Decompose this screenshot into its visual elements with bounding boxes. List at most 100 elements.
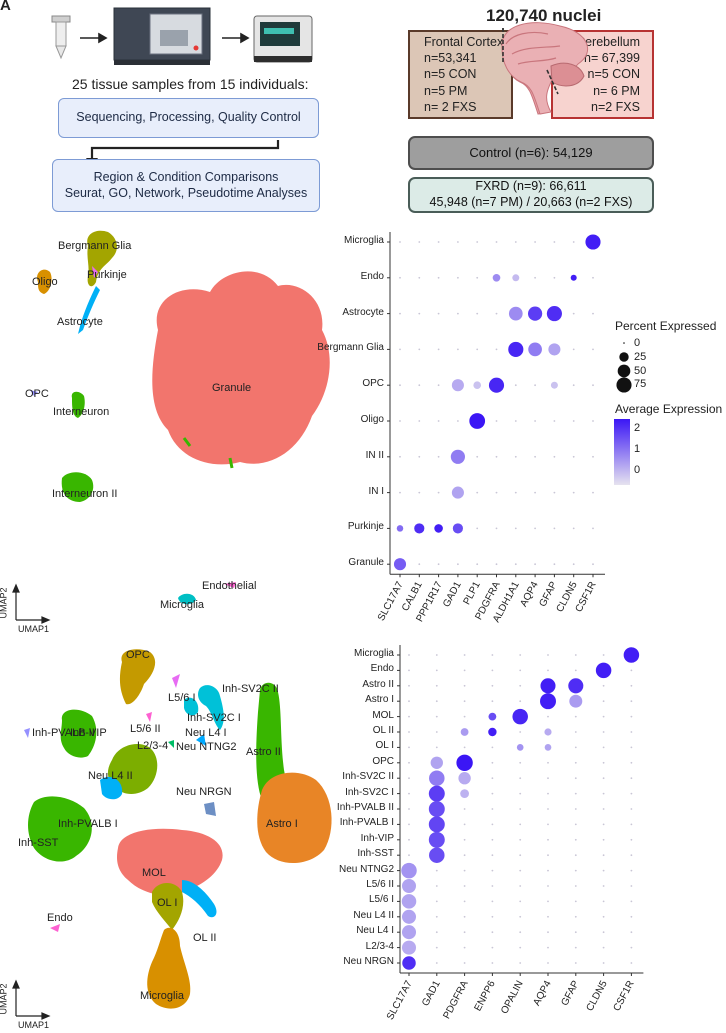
dotplot-row-label: Inh-SV2C II <box>342 771 394 783</box>
dot-background <box>491 669 494 672</box>
step-comparisons-line2: Seurat, GO, Network, Pseudotime Analyses <box>64 185 308 200</box>
legend-pct-0: 0 <box>634 337 641 349</box>
dot-background <box>630 792 633 795</box>
dot-mol-opalin <box>512 708 528 725</box>
dot-background <box>408 761 410 764</box>
cluster-astro-ii <box>256 682 286 805</box>
dot-microglia-csf1r <box>623 647 640 663</box>
dot-background <box>519 946 522 949</box>
umap-b-label: Inh-PVALB I <box>58 818 118 830</box>
umap-b-label: Inh-SV2C II <box>222 683 279 695</box>
dot-background <box>418 491 421 494</box>
umap-b-label: OL II <box>193 932 217 944</box>
legend-size-dot <box>617 364 631 378</box>
dot-background <box>491 654 494 656</box>
cluster-neu-l4-i <box>196 734 206 746</box>
dot-background <box>495 455 498 458</box>
dot-background <box>514 241 517 243</box>
dot-background <box>491 777 494 780</box>
dot-opc-plp1 <box>473 381 482 390</box>
cluster-endothelial <box>224 582 236 588</box>
umap-bottom-axis-x: UMAP1 <box>18 1020 50 1030</box>
dot-background <box>491 792 494 795</box>
umap-b-label: OL I <box>157 897 178 909</box>
dot-background <box>491 746 494 749</box>
dot-background <box>602 854 605 857</box>
dot-background <box>437 348 440 351</box>
dot-background <box>399 312 401 315</box>
dotplot-row-label: Inh-SST <box>357 848 394 860</box>
dot-background <box>547 838 549 841</box>
dot-background <box>408 715 410 718</box>
dot-background <box>463 915 466 918</box>
cluster-granule <box>152 271 330 465</box>
dot-background <box>592 420 594 422</box>
sequencer-icon <box>253 15 313 63</box>
dot-background <box>463 823 466 826</box>
dot-background <box>435 654 438 656</box>
dot-astro-ii-aqp4 <box>540 678 556 694</box>
dot-background <box>495 491 498 494</box>
dot-l5-6-ii-slc17a7 <box>401 878 417 894</box>
dot-background <box>547 931 549 934</box>
dot-background <box>572 312 575 315</box>
dot-background <box>495 563 498 566</box>
umap-label-oligo: Oligo <box>32 276 58 288</box>
dot-background <box>408 777 410 780</box>
dot-background <box>574 792 577 795</box>
dotplot-row-label: Inh-PVALB I <box>339 817 394 829</box>
dot-background <box>437 491 440 494</box>
dot-neu-ntng2-slc17a7 <box>401 862 417 879</box>
dot-endo-aldh1a1 <box>512 274 520 282</box>
cluster-endo-b <box>50 924 60 932</box>
dot-background <box>572 563 575 566</box>
dot-background <box>435 684 438 687</box>
fxrd-line1: FXRD (n=9): 66,611 <box>475 179 587 194</box>
nuclei-title: 120,740 nuclei <box>486 6 602 25</box>
dotplot-row-label: Endo <box>360 270 384 282</box>
samples-text: 25 tissue samples from 15 individuals: <box>72 76 309 92</box>
dot-background <box>514 455 517 458</box>
dot-background <box>630 715 633 718</box>
dot-background <box>408 700 410 703</box>
dot-inh-sv2c-ii-pdgfra <box>458 772 471 785</box>
dotplot-row-label: Microglia <box>353 648 394 659</box>
dot-background <box>519 915 522 918</box>
dot-background <box>399 455 401 458</box>
dot-opc-pdgfra <box>488 377 505 393</box>
dot-background <box>553 527 556 530</box>
dot-background <box>572 491 575 494</box>
dot-inh-sv2c-i-pdgfra <box>460 789 469 798</box>
dot-background <box>602 777 605 780</box>
dot-background <box>418 276 421 279</box>
dot-background <box>435 962 438 964</box>
cluster-inh-vip <box>60 709 97 758</box>
dot-background <box>602 684 605 687</box>
control-label: Control (n=6): 54,129 <box>469 144 593 160</box>
dot-background <box>592 276 594 279</box>
dot-background <box>491 962 494 964</box>
dot-inh-pvalb-i-gad1 <box>428 816 445 833</box>
dot-background <box>519 684 522 687</box>
dot-background <box>602 792 605 795</box>
dotplot-bottom-marks <box>401 647 640 970</box>
dot-background <box>534 276 536 279</box>
dot-background <box>495 420 498 422</box>
umap-label-interneuron-ii: Interneuron II <box>52 488 118 500</box>
umap-b-label: L2/3-4 <box>137 740 169 752</box>
dotplot-row-label: L5/6 I <box>368 894 394 906</box>
dot-background <box>519 885 522 887</box>
legend-pct-25: 25 <box>634 351 647 363</box>
dot-background <box>574 654 577 656</box>
dot-bergmann-glia-aqp4 <box>528 342 542 357</box>
cerebellum-line: n=2 FXS <box>591 99 640 114</box>
dotplot-row-label: OL I <box>375 740 394 752</box>
frontal-line: n= 2 FXS <box>424 99 477 114</box>
dot-background <box>602 869 605 872</box>
panel-letter: A <box>0 0 11 14</box>
dotplot-row-label: Neu NRGN <box>343 956 394 967</box>
dot-neu-nrgn-slc17a7 <box>402 956 416 970</box>
dot-background <box>574 823 577 826</box>
arrow-icon <box>222 32 250 44</box>
dot-background <box>547 823 549 826</box>
